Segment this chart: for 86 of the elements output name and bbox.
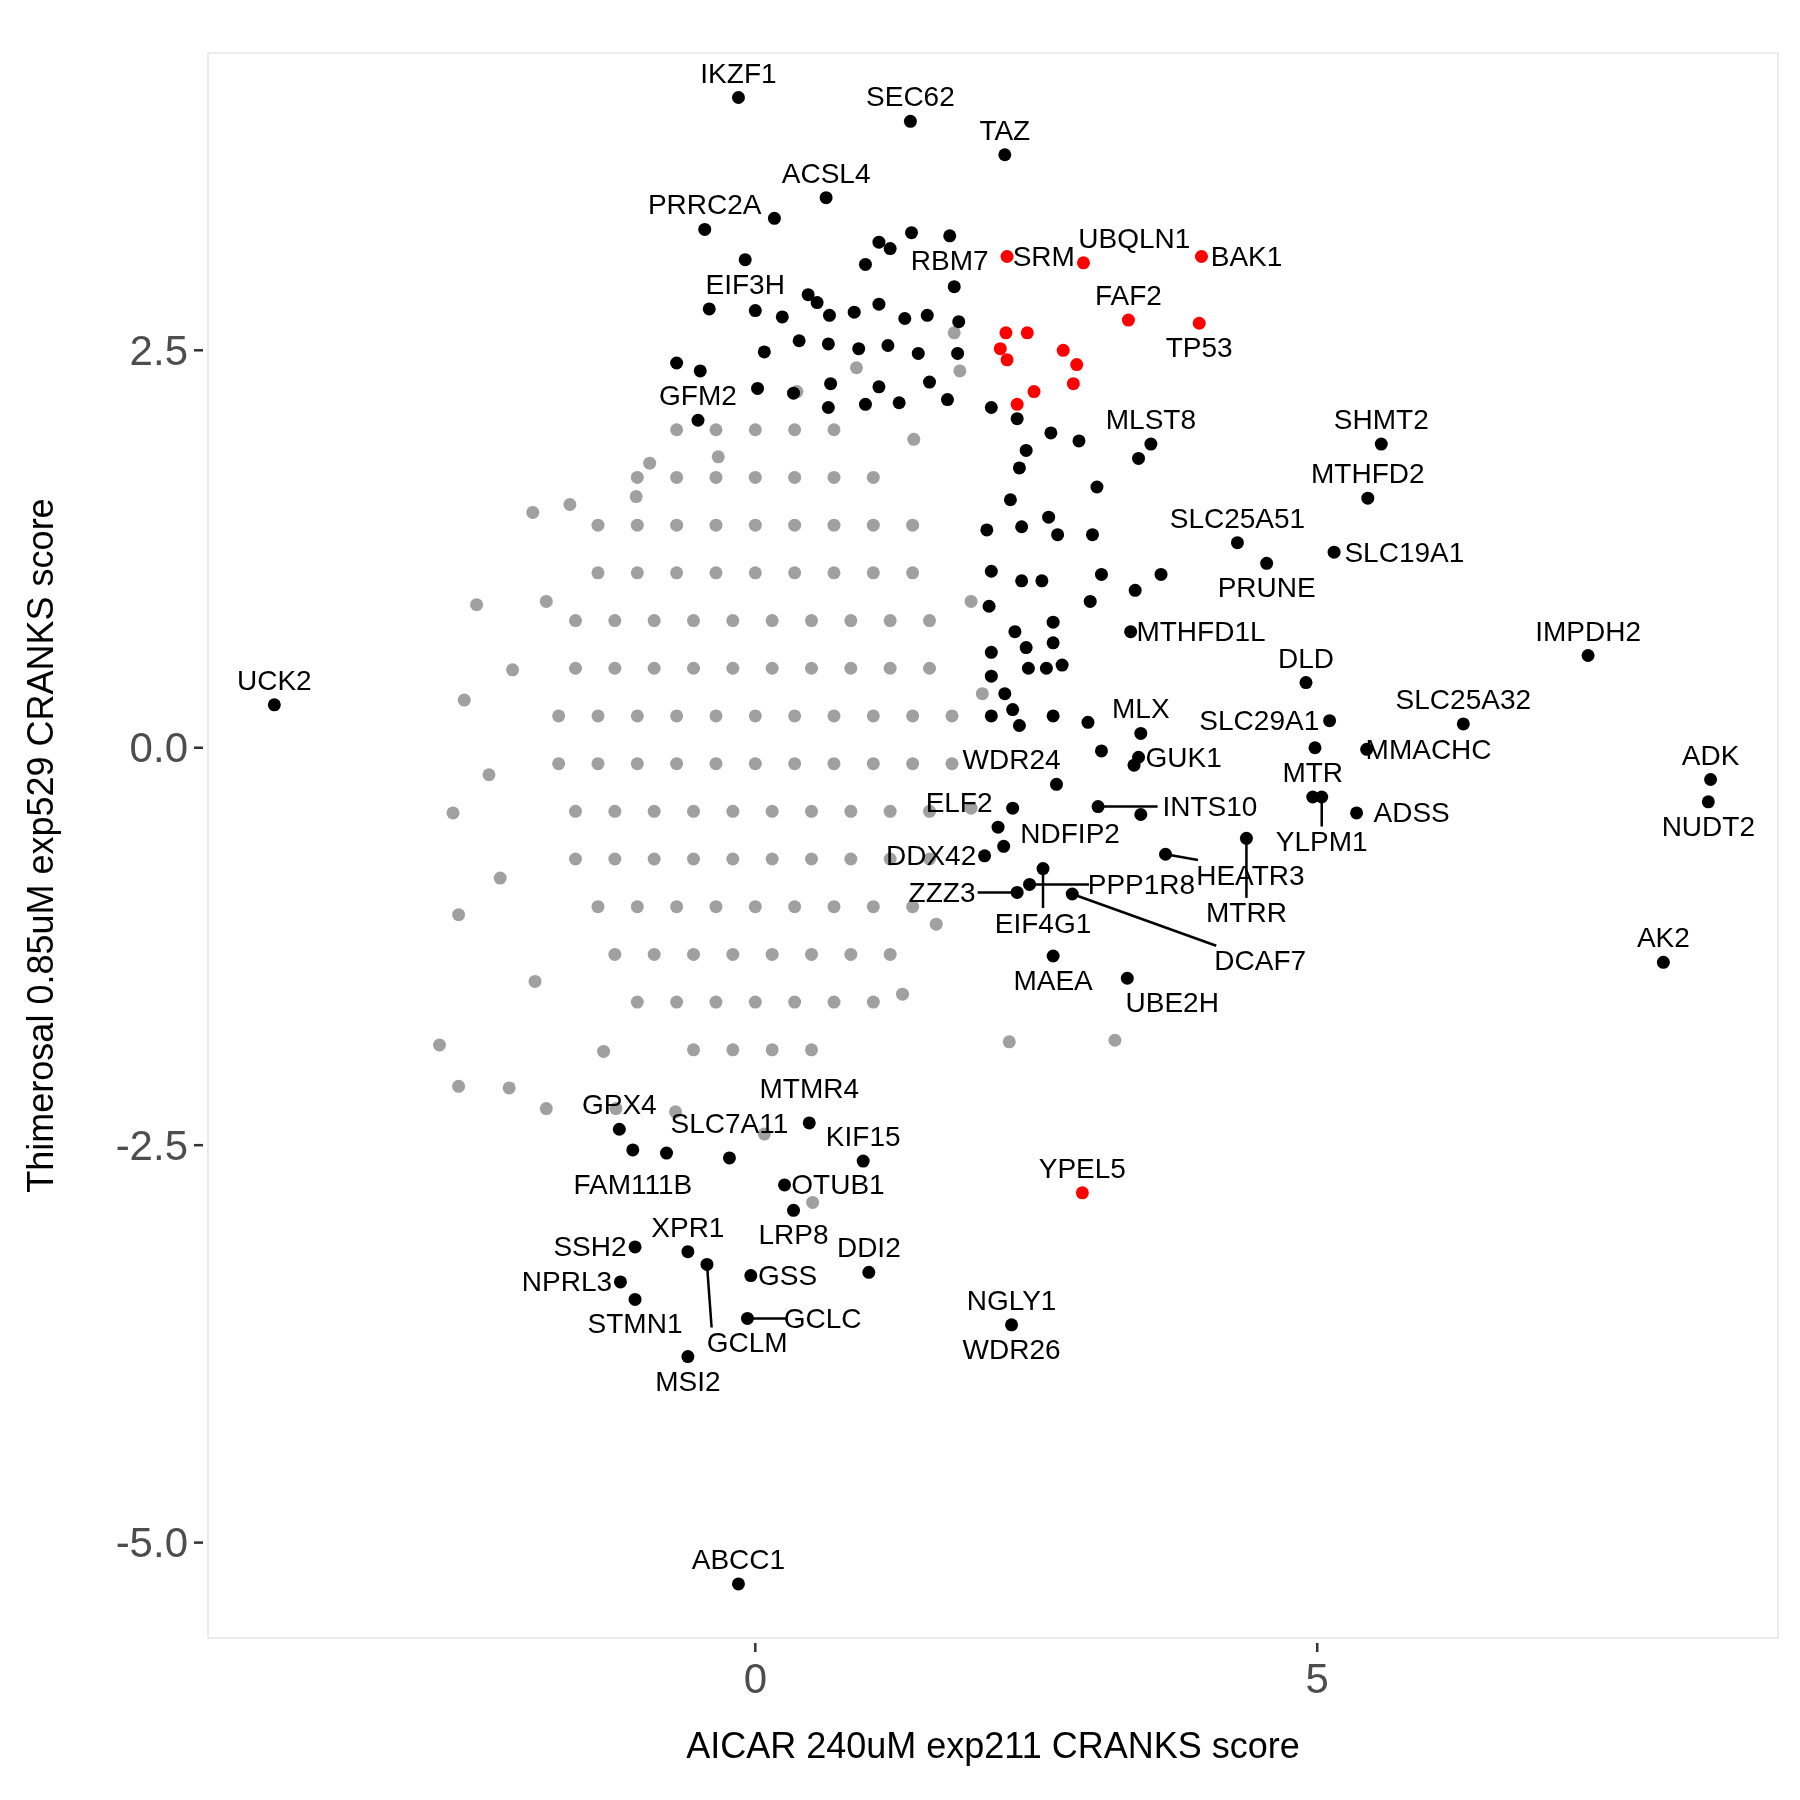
- annotation: MTMR4: [759, 1072, 860, 1104]
- annotation: ABCC1: [691, 1543, 786, 1575]
- annotation: DDX42: [885, 840, 977, 872]
- point: [999, 326, 1013, 340]
- annotation: SLC19A1: [1344, 536, 1465, 568]
- annotation: IMPDH2: [1535, 615, 1641, 647]
- annotation: MTR: [1282, 757, 1344, 789]
- annotation: NUDT2: [1661, 810, 1755, 842]
- annotation: RBM7: [910, 244, 989, 276]
- annotation: FAF2: [1094, 280, 1162, 312]
- point: [1010, 397, 1024, 411]
- annotation: PPP1R8: [1087, 868, 1196, 900]
- annotation: YLPM1: [1275, 826, 1368, 858]
- annotation: KIF15: [825, 1121, 901, 1153]
- annotation: GPX4: [581, 1089, 657, 1121]
- annotation: UBE2H: [1125, 987, 1219, 1019]
- y-tick-label: -5.0: [115, 1519, 188, 1567]
- annotation: ADK: [1681, 739, 1740, 771]
- annotation: PRRC2A: [647, 189, 762, 221]
- point: [1066, 377, 1080, 391]
- point: [1075, 1186, 1089, 1200]
- annotation: MTRR: [1205, 897, 1287, 929]
- annotation: MLST8: [1105, 404, 1197, 436]
- point: [1000, 353, 1014, 367]
- annotation: SLC25A51: [1169, 502, 1306, 534]
- annotation: GSS: [757, 1260, 818, 1292]
- annotation: DLD: [1277, 642, 1334, 674]
- point: [993, 342, 1007, 356]
- annotation: YPEL5: [1038, 1152, 1126, 1184]
- annotation: OTUB1: [791, 1169, 885, 1201]
- annotation: DCAF7: [1214, 945, 1307, 977]
- y-tick-label: 0.0: [129, 724, 188, 772]
- point: [1020, 326, 1034, 340]
- annotation: SEC62: [866, 81, 955, 113]
- annotation: BAK1: [1210, 240, 1283, 272]
- y-tick-label: 2.5: [129, 326, 188, 374]
- annotation: TAZ: [979, 114, 1031, 146]
- annotation: STMN1: [587, 1308, 683, 1340]
- annotation: EIF3H: [705, 268, 785, 300]
- annotation: GFM2: [659, 380, 737, 412]
- point: [1076, 256, 1090, 270]
- annotation: LRP8: [758, 1219, 829, 1251]
- y-tick-label: -2.5: [115, 1121, 188, 1169]
- annotation: NDFIP2: [1020, 817, 1120, 849]
- annotation: MTHFD2: [1311, 458, 1425, 490]
- annotation: IKZF1: [700, 57, 777, 89]
- annotation: ZZZ3: [908, 876, 976, 908]
- annotation: EIF4G1: [994, 907, 1092, 939]
- annotation: ELF2: [925, 787, 993, 819]
- annotation: INTS10: [1162, 791, 1258, 823]
- annotation: MTHFD1L: [1136, 616, 1266, 648]
- annotation: GUK1: [1145, 741, 1222, 773]
- point: [1056, 343, 1070, 357]
- annotation: SHMT2: [1333, 404, 1429, 436]
- annotation: NPRL3: [521, 1266, 613, 1298]
- annotation: UBQLN1: [1078, 222, 1191, 254]
- point: [1121, 313, 1135, 327]
- annotation: WDR26: [962, 1333, 1061, 1365]
- annotation: SLC25A32: [1395, 683, 1532, 715]
- x-tick-label: 5: [1305, 1655, 1329, 1702]
- annotation: MAEA: [1013, 964, 1094, 996]
- annotation: FAM111B: [573, 1168, 693, 1200]
- annotation: AK2: [1636, 922, 1690, 954]
- annotation: WDR24: [962, 744, 1061, 776]
- x-tick-label: 0: [743, 1655, 767, 1702]
- annotation: DDI2: [836, 1232, 901, 1264]
- annotation: MLX: [1112, 693, 1170, 725]
- annotation: SRM: [1012, 240, 1075, 272]
- annotation: ADSS: [1373, 797, 1450, 829]
- point: [1000, 249, 1014, 263]
- point: [1194, 249, 1208, 263]
- point: [1070, 358, 1084, 372]
- annotation: ACSL4: [781, 157, 871, 189]
- annotation: SSH2: [553, 1231, 627, 1263]
- y-axis-title: Thimerosal 0.85uM exp529 CRANKS score: [20, 498, 61, 1193]
- annotation: NGLY1: [966, 1284, 1057, 1316]
- annotation: SLC7A11: [670, 1107, 789, 1139]
- annotation: SLC29A1: [1199, 705, 1320, 737]
- annotation: MSI2: [655, 1365, 721, 1397]
- annotation: TP53: [1165, 332, 1233, 364]
- point: [1027, 385, 1041, 399]
- annotation: UCK2: [236, 664, 312, 696]
- x-axis-title: AICAR 240uM exp211 CRANKS score: [686, 1725, 1300, 1766]
- annotation: PRUNE: [1217, 572, 1316, 604]
- annotation: XPR1: [651, 1211, 725, 1243]
- point: [1192, 316, 1206, 330]
